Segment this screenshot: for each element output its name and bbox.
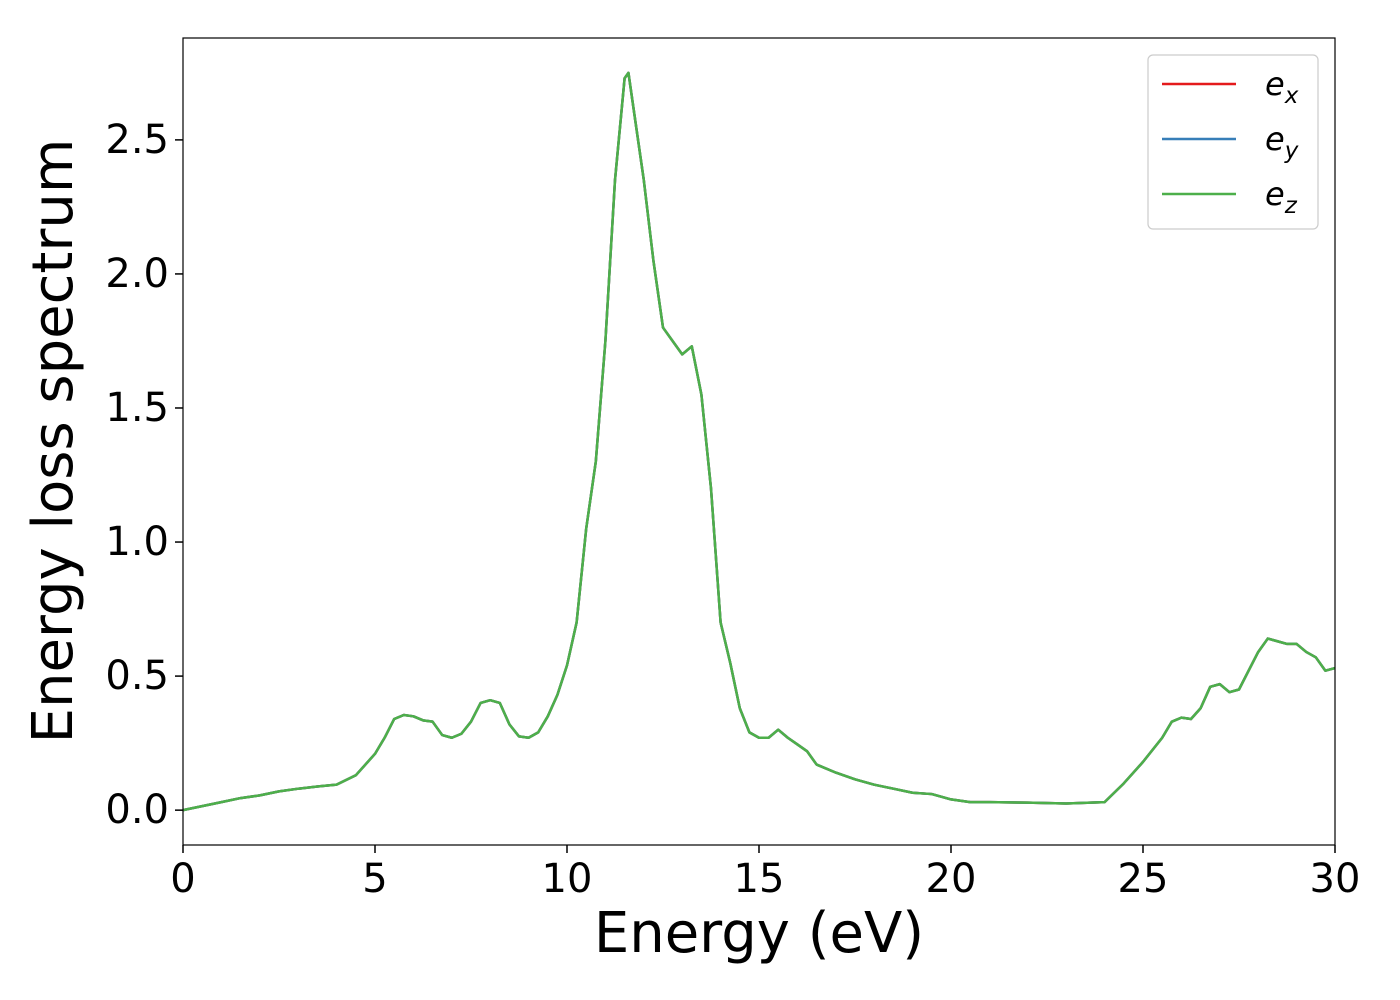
legend-box: [1147, 54, 1319, 230]
x-tick-label: 30: [1310, 856, 1361, 902]
x-axis-label: Energy (eV): [594, 901, 924, 966]
legend-label: ez: [1265, 175, 1298, 219]
plot-frame: [182, 37, 1336, 846]
legend: ex ey ez: [1147, 54, 1319, 230]
x-tick-label: 0: [170, 856, 195, 902]
legend-label: ey: [1265, 120, 1299, 164]
y-tick-label: 2.0: [105, 251, 169, 297]
y-axis-label: Energy loss spectrum: [21, 139, 86, 744]
y-tick-label: 0.5: [105, 653, 169, 699]
x-tick-label: 20: [926, 856, 977, 902]
y-tick-label: 1.5: [105, 385, 169, 431]
line-series: [182, 71, 1336, 812]
legend-label: ex: [1265, 65, 1299, 109]
y-tick-label: 1.0: [105, 519, 169, 565]
y-tick-label: 0.0: [105, 787, 169, 833]
x-tick-label: 15: [734, 856, 785, 902]
x-tick-label: 10: [542, 856, 593, 902]
y-tick-label: 2.5: [105, 117, 169, 163]
x-tick-label: 5: [362, 856, 387, 902]
x-tick-label: 25: [1118, 856, 1169, 902]
